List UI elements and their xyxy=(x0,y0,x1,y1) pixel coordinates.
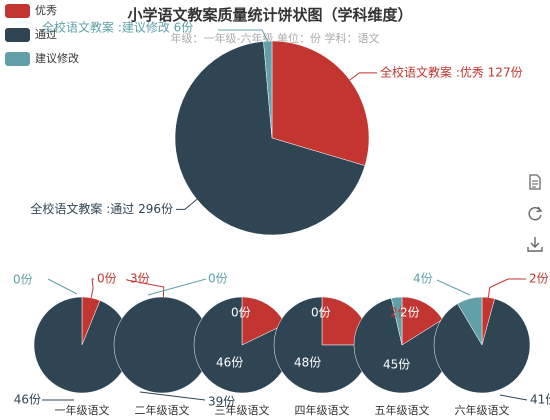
chart-subtitle: 年级：一年级-六年级 单位：份 学科：语文 xyxy=(171,31,380,45)
grade-2-label-建议修改: 0份 xyxy=(231,306,251,320)
grade-3-slice-通过[interactable] xyxy=(273,296,371,394)
grade-5-leader-建议修改 xyxy=(436,279,471,296)
grade-1-leader-优秀 xyxy=(126,279,165,298)
grade-0-label-建议修改: 0份 xyxy=(13,273,33,287)
grade-2-label-通过: 46份 xyxy=(216,356,243,370)
grade-5-slice-建议修改[interactable] xyxy=(457,296,483,346)
grade-4-label-通过: 45份 xyxy=(383,358,410,372)
grade-3-label-优秀: 16份 xyxy=(322,311,349,325)
grade-5-leader-优秀 xyxy=(487,278,526,298)
main-leader-通过 xyxy=(176,198,198,210)
grade-3-name: 四年级语文 xyxy=(295,403,350,417)
grade-2-name: 三年级语文 xyxy=(215,403,270,417)
main-label-建议修改: 全校语文教案 :建议修改 6份 xyxy=(42,20,193,35)
download-icon[interactable] xyxy=(526,235,544,253)
main-slice-建议修改[interactable] xyxy=(263,40,273,139)
grade-4-label-建议修改: 2份 xyxy=(400,306,420,320)
grade-5-leader-通过 xyxy=(499,394,528,401)
grade-0-leader-优秀 xyxy=(90,278,94,298)
legend-swatch-通过[interactable] xyxy=(5,28,30,42)
grade-1-label-通过: 39份 xyxy=(208,395,235,409)
grade-1-label-优秀: 3份 xyxy=(130,272,150,286)
legend-swatch-优秀[interactable] xyxy=(5,4,30,18)
grade-5-label-优秀: 2份 xyxy=(529,272,549,286)
legend-label-通过: 通过 xyxy=(35,28,57,41)
grade-4-name: 五年级语文 xyxy=(375,403,430,417)
grade-1-name: 二年级语文 xyxy=(135,403,190,417)
grade-0-label-通过: 46份 xyxy=(14,393,41,407)
grade-1-leader-通过 xyxy=(139,391,206,401)
grade-1-label-建议修改: 0份 xyxy=(208,272,228,286)
legend-label-优秀: 优秀 xyxy=(35,4,57,17)
refresh-icon[interactable] xyxy=(526,204,544,222)
main-leader-建议修改 xyxy=(218,29,269,42)
toolbox xyxy=(526,173,544,266)
grade-5-label-通过: 41份 xyxy=(530,393,550,407)
grade-4-label-优秀: 2份 xyxy=(390,306,410,320)
grade-0-name: 一年级语文 xyxy=(55,403,110,417)
main-slice-优秀[interactable] xyxy=(271,40,370,166)
chart-title: 小学语文教案质量统计饼状图（学科维度） xyxy=(127,6,412,24)
legend-swatch-建议修改[interactable] xyxy=(5,52,30,66)
grade-4-slice-建议修改[interactable] xyxy=(391,296,403,346)
file-text-icon[interactable] xyxy=(526,173,544,191)
grade-3-label-建议修改: 0份 xyxy=(311,306,331,320)
main-leader-优秀 xyxy=(349,72,377,81)
main-label-通过: 全校语文教案 :通过 296份 xyxy=(30,201,173,216)
grade-1-leader-建议修改 xyxy=(147,278,207,296)
main-label-优秀: 全校语文教案 :优秀 127份 xyxy=(380,64,523,79)
grade-2-label-优秀: 10份 xyxy=(241,308,268,322)
grade-0-leader-建议修改 xyxy=(47,278,78,295)
grade-5-label-建议修改: 4份 xyxy=(413,272,433,286)
grade-0-label-优秀: 0份 xyxy=(97,272,117,286)
grade-5-name: 六年级语文 xyxy=(455,403,510,417)
grade-3-label-通过: 48份 xyxy=(294,356,321,370)
legend-label-建议修改: 建议修改 xyxy=(35,51,79,65)
grade-5-slice-通过[interactable] xyxy=(433,298,531,394)
